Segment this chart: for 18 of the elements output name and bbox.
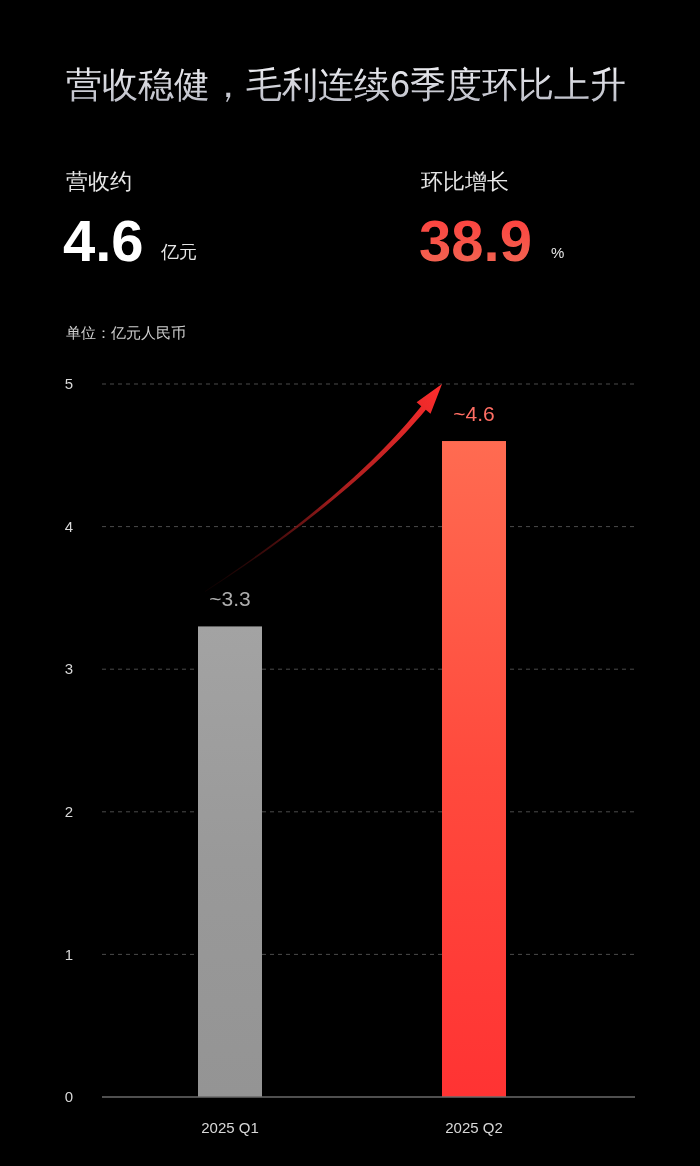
data-label: ~4.6 [453, 402, 495, 426]
y-tick-label: 3 [64, 660, 74, 678]
x-tick-label: 2025 Q2 [445, 1119, 503, 1136]
text: 38.9 [419, 208, 532, 273]
text: % [551, 244, 565, 261]
y-tick-label: 1 [64, 945, 74, 963]
text: 环比增长 [421, 169, 509, 194]
text: 4.6 [63, 208, 144, 273]
y-tick-label: 2 [64, 803, 74, 821]
x-tick-label: 2025 Q1 [201, 1119, 259, 1136]
y-tick-label: 5 [64, 375, 74, 393]
text: 亿元 [160, 242, 197, 262]
y-axis-title: 单位：亿元人民币 [66, 324, 186, 341]
y-tick-label: 0 [64, 1088, 74, 1106]
data-label: ~3.3 [209, 587, 251, 611]
y-tick-label: 4 [64, 517, 74, 535]
chart-title: 营收稳健，毛利连续6季度环比上升 [66, 64, 627, 105]
text: 营收约 [66, 169, 132, 194]
